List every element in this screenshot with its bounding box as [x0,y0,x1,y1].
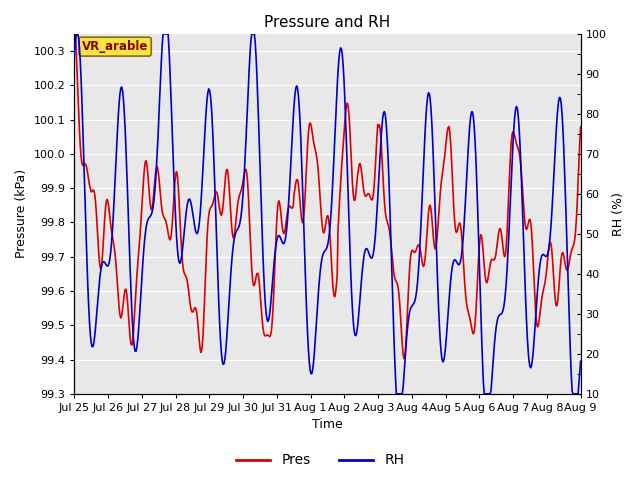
X-axis label: Time: Time [312,419,343,432]
Title: Pressure and RH: Pressure and RH [264,15,390,30]
Y-axis label: RH (%): RH (%) [612,192,625,236]
Text: VR_arable: VR_arable [82,40,148,53]
Legend: Pres, RH: Pres, RH [230,448,410,473]
Y-axis label: Pressure (kPa): Pressure (kPa) [15,169,28,258]
